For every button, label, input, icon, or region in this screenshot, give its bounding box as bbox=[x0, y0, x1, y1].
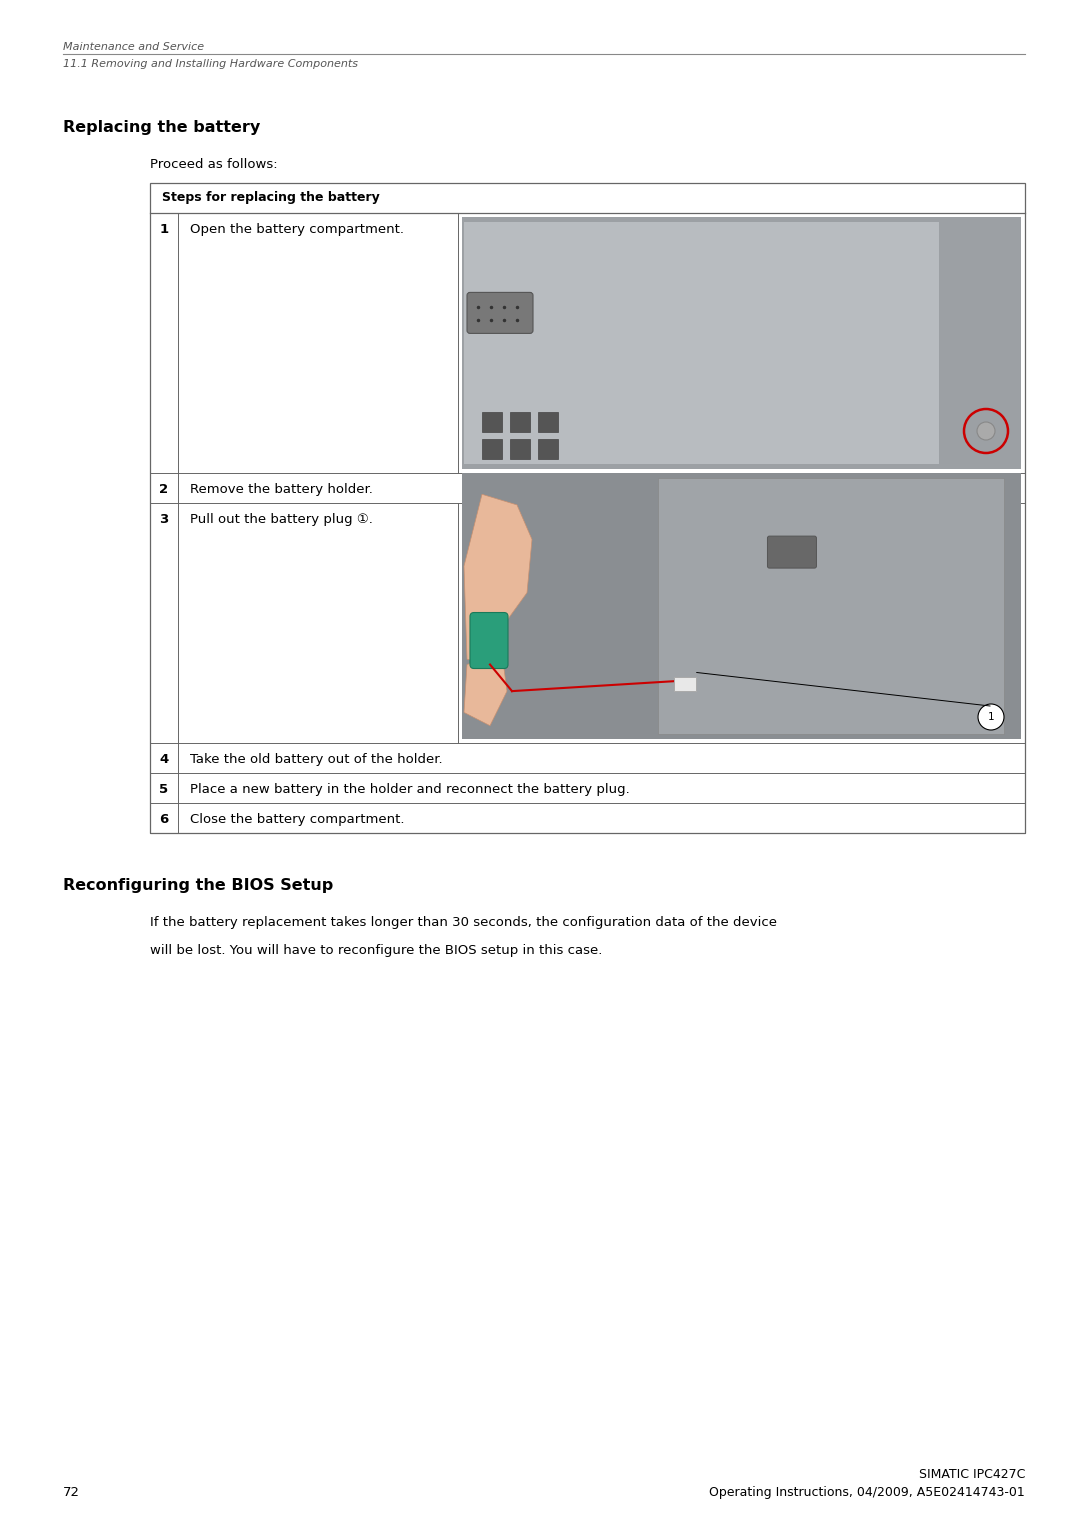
FancyBboxPatch shape bbox=[470, 612, 508, 669]
Bar bbox=[482, 438, 502, 460]
Text: Close the battery compartment.: Close the battery compartment. bbox=[190, 812, 405, 826]
FancyBboxPatch shape bbox=[768, 536, 816, 568]
Bar bbox=[538, 438, 558, 460]
Bar bbox=[482, 412, 502, 432]
Bar bbox=[462, 473, 1021, 739]
Bar bbox=[538, 412, 558, 432]
Text: Replacing the battery: Replacing the battery bbox=[63, 121, 260, 134]
Text: Operating Instructions, 04/2009, A5E02414743-01: Operating Instructions, 04/2009, A5E0241… bbox=[710, 1486, 1025, 1500]
Bar bbox=[658, 478, 1004, 734]
Text: 3: 3 bbox=[160, 513, 168, 525]
Text: 1: 1 bbox=[160, 223, 168, 237]
Bar bbox=[464, 221, 940, 464]
Text: 6: 6 bbox=[160, 812, 168, 826]
Text: Steps for replacing the battery: Steps for replacing the battery bbox=[162, 191, 380, 205]
Text: If the battery replacement takes longer than 30 seconds, the configuration data : If the battery replacement takes longer … bbox=[150, 916, 777, 928]
Text: Pull out the battery plug ①.: Pull out the battery plug ①. bbox=[190, 513, 373, 525]
Polygon shape bbox=[464, 495, 532, 664]
Text: Remove the battery holder.: Remove the battery holder. bbox=[190, 483, 373, 496]
Text: 11.1 Removing and Installing Hardware Components: 11.1 Removing and Installing Hardware Co… bbox=[63, 60, 357, 69]
Circle shape bbox=[977, 421, 995, 440]
Bar bbox=[510, 438, 530, 460]
Bar bbox=[150, 183, 1025, 834]
Text: Proceed as follows:: Proceed as follows: bbox=[150, 157, 278, 171]
Bar bbox=[674, 676, 697, 692]
Text: Maintenance and Service: Maintenance and Service bbox=[63, 43, 204, 52]
Polygon shape bbox=[464, 654, 507, 725]
Text: SIMATIC IPC427C: SIMATIC IPC427C bbox=[919, 1467, 1025, 1481]
Bar bbox=[510, 412, 530, 432]
Text: 1: 1 bbox=[988, 712, 995, 722]
Text: 5: 5 bbox=[160, 783, 168, 796]
Text: 4: 4 bbox=[160, 753, 168, 767]
Circle shape bbox=[978, 704, 1004, 730]
Text: Place a new battery in the holder and reconnect the battery plug.: Place a new battery in the holder and re… bbox=[190, 783, 630, 796]
Text: Take the old battery out of the holder.: Take the old battery out of the holder. bbox=[190, 753, 443, 767]
Text: Reconfiguring the BIOS Setup: Reconfiguring the BIOS Setup bbox=[63, 878, 334, 893]
FancyBboxPatch shape bbox=[467, 292, 534, 333]
Text: Open the battery compartment.: Open the battery compartment. bbox=[190, 223, 404, 237]
Text: 2: 2 bbox=[160, 483, 168, 496]
Bar bbox=[462, 217, 1021, 469]
Text: 72: 72 bbox=[63, 1486, 80, 1500]
Text: will be lost. You will have to reconfigure the BIOS setup in this case.: will be lost. You will have to reconfigu… bbox=[150, 944, 603, 957]
